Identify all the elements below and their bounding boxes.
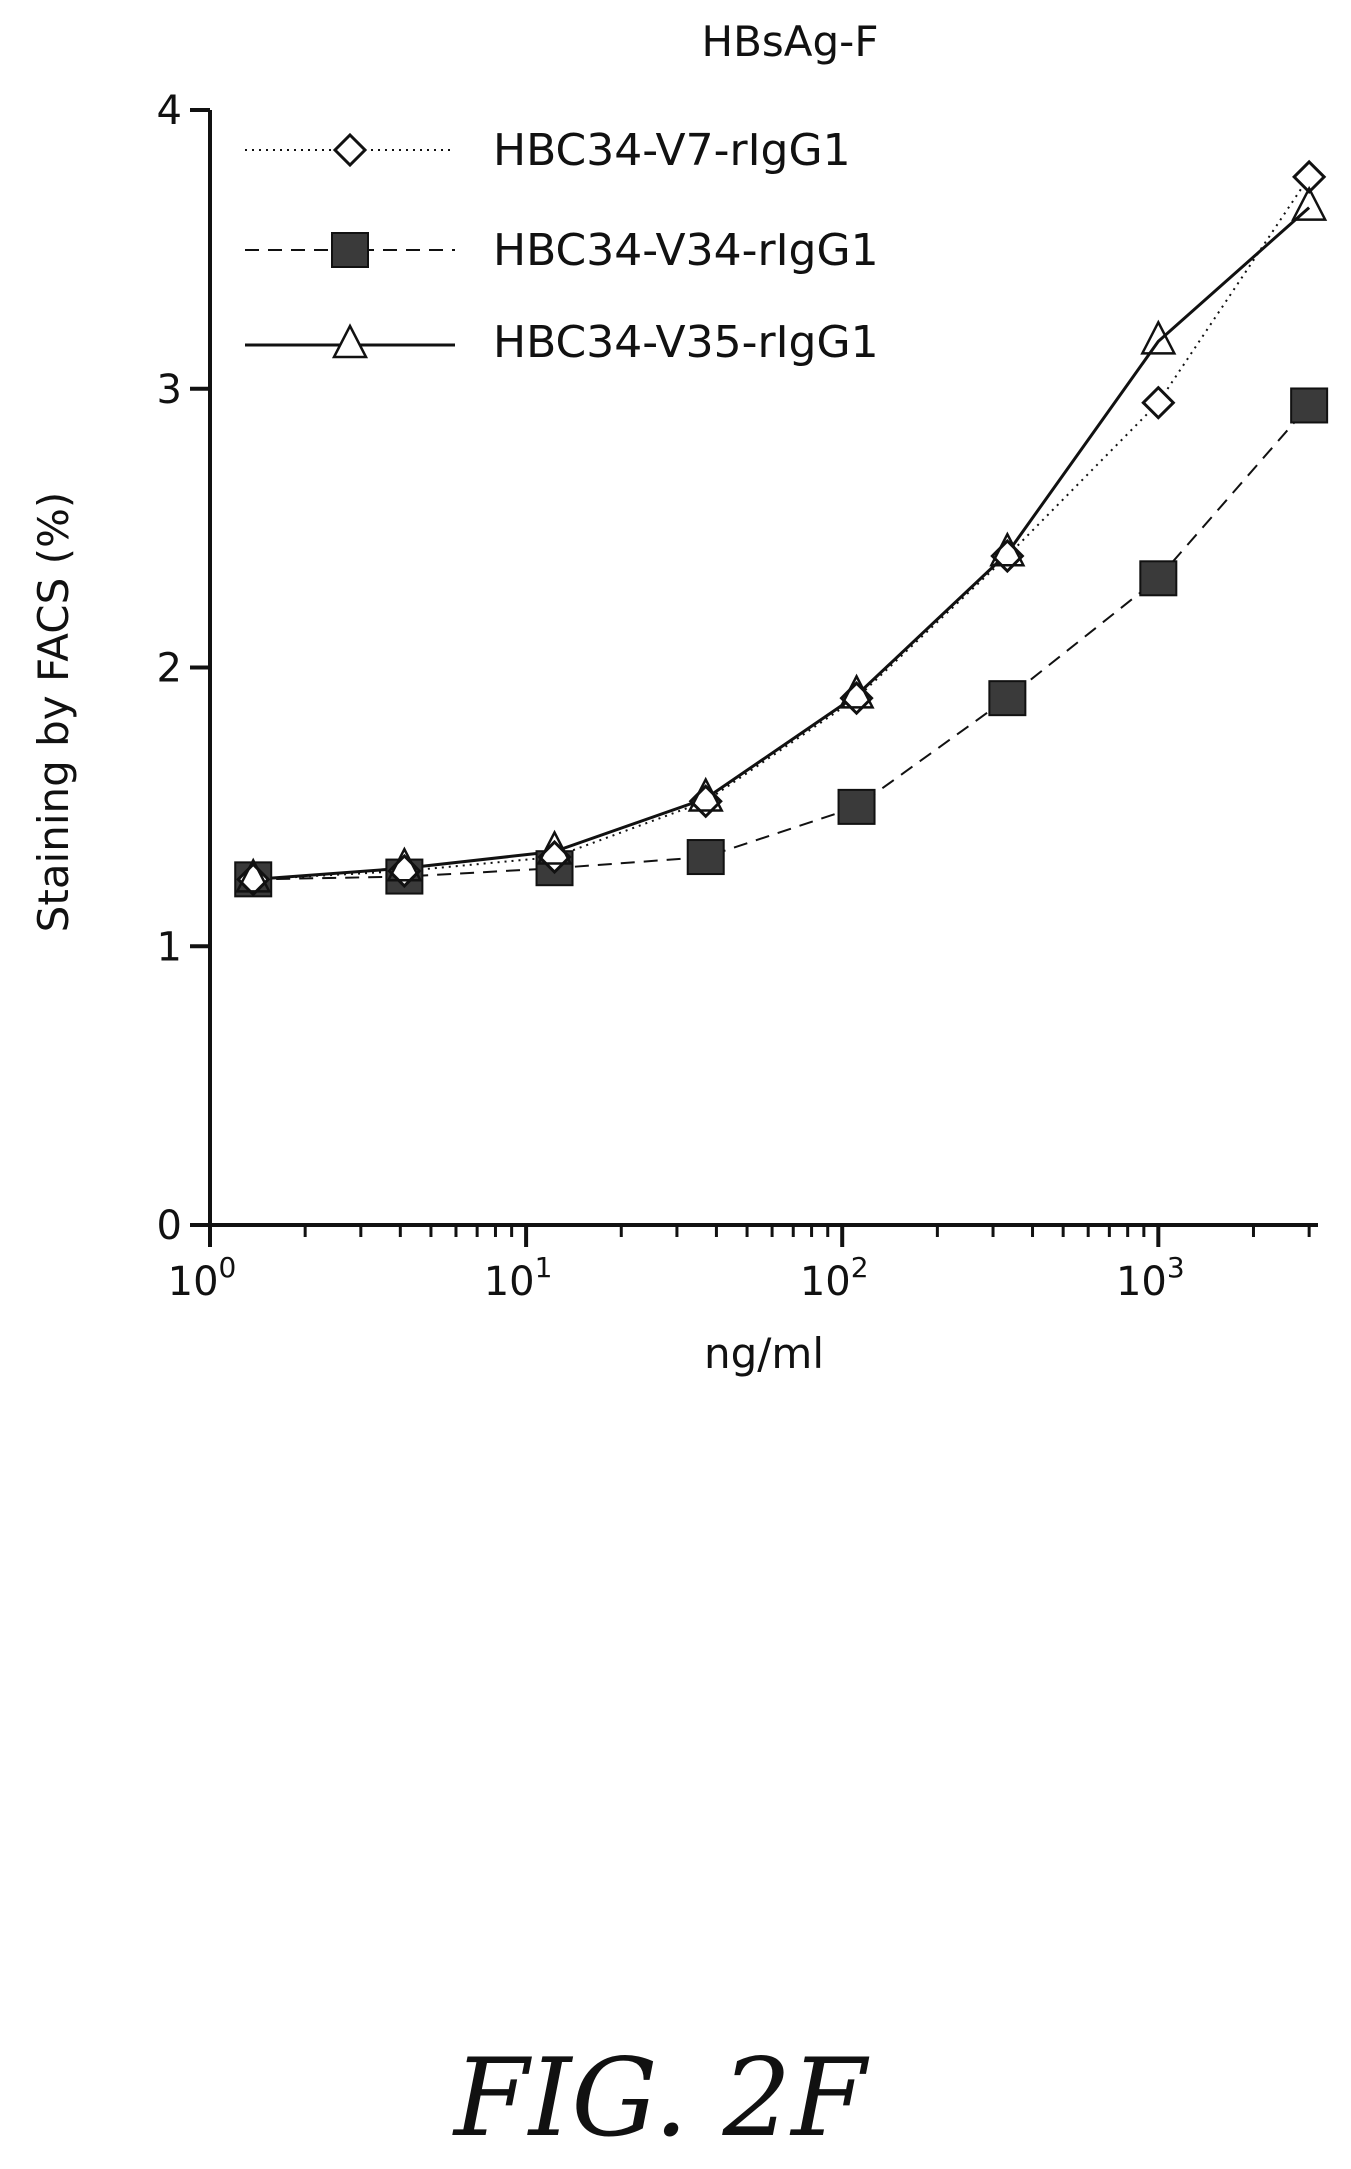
y-tick-label: 2 xyxy=(157,646,182,692)
series-markers xyxy=(234,159,1329,898)
x-tick-label-exponent: 1 xyxy=(535,1251,553,1284)
data-point-diamond xyxy=(1292,159,1327,195)
legend-triangle-marker xyxy=(331,323,369,359)
x-axis-label: ng/ml xyxy=(704,1329,824,1378)
series-lines xyxy=(253,176,1311,881)
x-tick-label: 103 xyxy=(1116,1251,1185,1305)
series-line-diamond xyxy=(253,176,1310,881)
legend-label-v35: HBC34-V35-rIgG1 xyxy=(493,317,879,368)
data-point-triangle xyxy=(1140,319,1177,355)
data-point-triangle xyxy=(386,846,423,882)
chart-title: HBsAg-F xyxy=(702,17,879,66)
legend-square-marker xyxy=(331,232,369,268)
y-tick-label: 3 xyxy=(157,367,182,413)
data-point-triangle xyxy=(1291,185,1328,221)
x-tick-label-exponent: 3 xyxy=(1167,1251,1185,1284)
data-point-triangle xyxy=(989,531,1026,567)
data-point-diamond xyxy=(1141,385,1176,420)
legend-label-v7: HBC34-V7-rIgG1 xyxy=(493,125,851,176)
x-tick-label-exponent: 0 xyxy=(219,1251,237,1284)
x-tick-label: 101 xyxy=(484,1251,553,1305)
series-line-triangle xyxy=(253,206,1311,881)
y-ticks: 0 1 2 3 4 xyxy=(157,88,210,1249)
data-point-square xyxy=(1139,560,1178,597)
x-tick-label-base: 10 xyxy=(484,1259,535,1305)
x-ticks: 100 101 102 103 xyxy=(168,1225,1311,1305)
legend-label-v34: HBC34-V34-rIgG1 xyxy=(493,225,879,276)
legend-diamond-marker xyxy=(332,132,368,168)
y-tick-label: 4 xyxy=(157,88,182,134)
data-point-square xyxy=(686,839,725,876)
figure-caption: FIG. 2F xyxy=(452,2036,870,2161)
data-point-diamond xyxy=(236,862,271,897)
data-point-triangle xyxy=(536,829,573,865)
x-tick-label: 102 xyxy=(800,1251,869,1305)
y-tick-label: 1 xyxy=(157,924,182,970)
y-axis-label: Staining by FACS (%) xyxy=(29,492,78,933)
data-point-triangle xyxy=(838,673,875,709)
data-point-triangle xyxy=(687,776,724,812)
x-tick-label: 100 xyxy=(168,1251,237,1305)
legend-item-v7: HBC34-V7-rIgG1 xyxy=(245,125,851,176)
legend-item-v34: HBC34-V34-rIgG1 xyxy=(245,225,879,276)
series-line-square xyxy=(253,404,1310,881)
x-tick-label-base: 10 xyxy=(800,1259,851,1305)
data-point-square xyxy=(837,788,876,825)
x-tick-label-exponent: 2 xyxy=(851,1251,869,1284)
data-point-square xyxy=(1290,387,1329,424)
x-tick-label-base: 10 xyxy=(1116,1259,1167,1305)
data-point-triangle xyxy=(235,857,272,893)
data-point-square xyxy=(988,680,1027,717)
y-tick-label: 0 xyxy=(157,1203,182,1249)
legend: HBC34-V7-rIgG1 HBC34-V34-rIgG1 HBC34-V35… xyxy=(245,125,879,368)
x-tick-label-base: 10 xyxy=(168,1259,219,1305)
legend-item-v35: HBC34-V35-rIgG1 xyxy=(245,317,879,368)
